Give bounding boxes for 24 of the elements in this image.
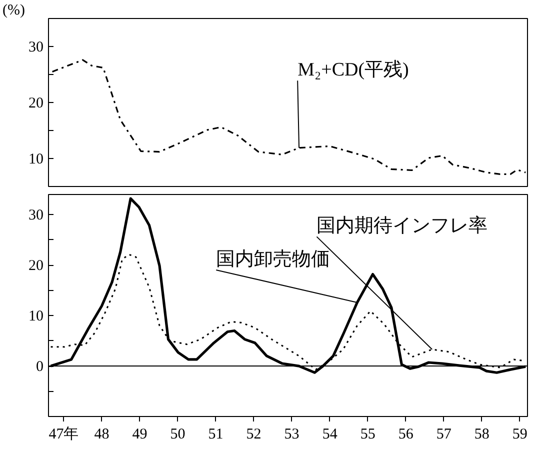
- x-tick-label: 58: [474, 426, 490, 442]
- y-tick-label: 10: [28, 152, 44, 168]
- y-tick-label: 20: [28, 96, 44, 112]
- y-axis-title: (%): [2, 2, 25, 18]
- text: 国内卸売物価: [216, 248, 330, 270]
- y-tick-label: 30: [28, 40, 44, 56]
- x-tick-label: 53: [284, 426, 300, 442]
- x-tick-label: 52: [246, 426, 262, 442]
- x-tick-label: 59: [512, 426, 528, 442]
- text: M₂+CD(平残): [298, 60, 409, 81]
- x-tick-label: 54: [322, 426, 338, 442]
- y-tick-label: 30: [28, 208, 44, 224]
- y-tick-label: 20: [28, 258, 44, 274]
- x-tick-label: 57: [436, 426, 452, 442]
- text: 国内期待インフレ率: [316, 214, 488, 237]
- x-tick-label: 47年: [48, 426, 79, 442]
- y-tick-label: 10: [28, 308, 44, 325]
- x-tick-label: 55: [360, 426, 376, 442]
- x-tick-label: 50: [170, 426, 186, 442]
- x-tick-label: 48: [94, 426, 110, 442]
- x-tick-label: 51: [208, 426, 224, 442]
- x-tick-label: 49: [132, 426, 148, 442]
- y-tick-label: 0: [36, 359, 44, 376]
- x-tick-label: 56: [398, 426, 414, 442]
